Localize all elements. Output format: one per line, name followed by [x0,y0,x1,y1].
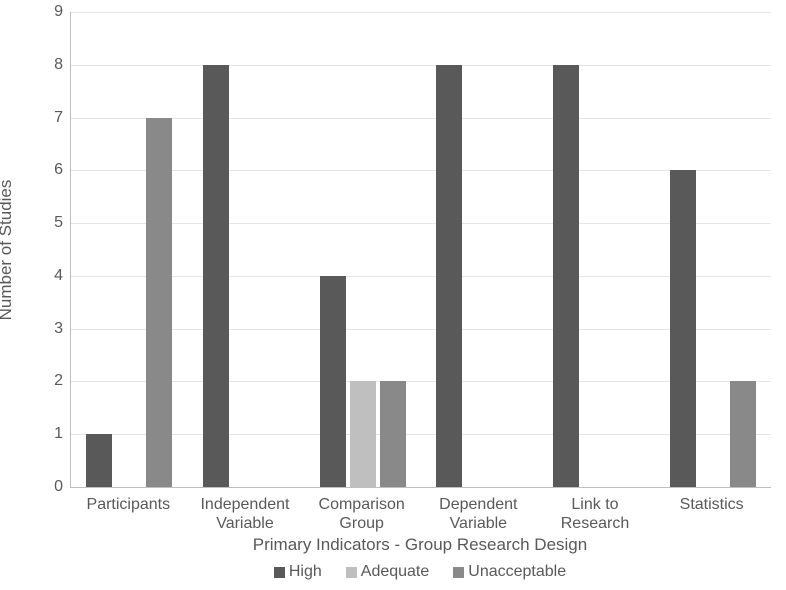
bar [203,65,229,487]
legend-label: High [289,563,322,581]
legend-item: Adequate [346,563,430,581]
plot-area [70,12,771,488]
x-axis-title: Primary Indicators - Group Research Desi… [70,535,770,555]
y-tick-label: 2 [45,372,63,390]
bar [86,434,112,487]
bar [380,381,406,487]
x-category-label: DependentVariable [420,495,537,533]
bar [730,381,756,487]
x-category-label: IndependentVariable [187,495,304,533]
legend: High Adequate Unacceptable [70,563,770,581]
y-tick-label: 3 [45,320,63,338]
legend-label: Adequate [361,563,430,581]
y-axis-title: Number of Studies [0,180,16,321]
legend-swatch [274,567,285,578]
y-tick-label: 7 [45,109,63,127]
y-tick-label: 1 [45,425,63,443]
bar-chart: Number of Studies 0 1 2 3 4 5 6 7 8 9 Participant… [0,0,786,590]
x-category-label: Participants [70,495,187,514]
y-tick-label: 8 [45,56,63,74]
y-tick-label: 0 [45,478,63,496]
legend-swatch [346,567,357,578]
bar [320,276,346,487]
legend-label: Unacceptable [468,563,566,581]
bar [350,381,376,487]
bar [553,65,579,487]
bar [436,65,462,487]
y-tick-label: 5 [45,214,63,232]
y-tick-label: 4 [45,267,63,285]
x-category-label: ComparisonGroup [303,495,420,533]
y-tick-label: 9 [45,3,63,21]
bar [670,170,696,487]
legend-item: Unacceptable [453,563,566,581]
bar [146,118,172,487]
legend-item: High [274,563,322,581]
x-category-label: Statistics [653,495,770,514]
x-category-label: Link toResearch [537,495,654,533]
y-tick-label: 6 [45,161,63,179]
legend-swatch [453,567,464,578]
bars-layer [71,12,771,487]
